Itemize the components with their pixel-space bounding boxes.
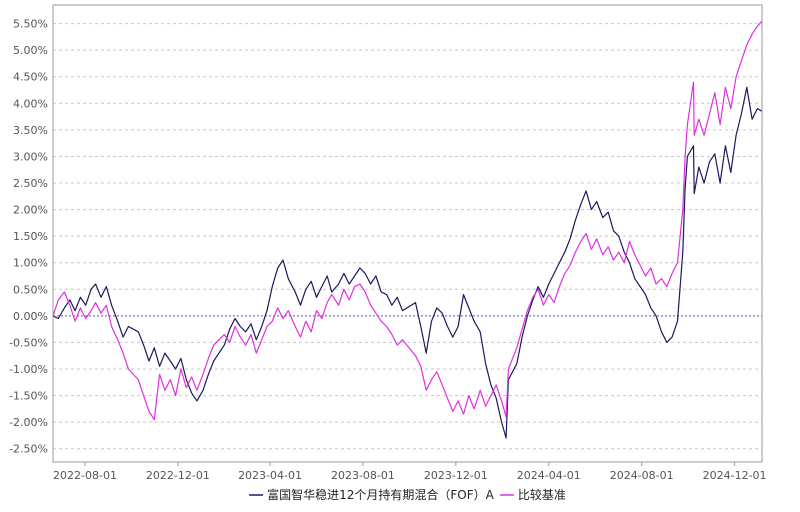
x-tick-label: 2022-12-01 [146, 469, 210, 482]
x-tick-label: 2024-04-01 [517, 469, 581, 482]
y-axis-ticks: 5.50% 5.00% 4.50% 4.00% 3.50% 3.00% 2.50% 2.00%… [9, 18, 48, 456]
y-tick-label: -0.50% [9, 336, 48, 349]
legend-label: 富国智华稳进12个月持有期混合（FOF）A [267, 487, 495, 502]
plot-frame [52, 4, 763, 463]
y-tick-label: 2.00% [13, 204, 48, 217]
y-tick-label: 2.50% [13, 177, 48, 190]
y-tick-label: -2.50% [9, 443, 48, 456]
y-tick-label: 1.50% [13, 230, 48, 243]
y-tick-label: 5.00% [13, 44, 48, 57]
legend-item-fund: 富国智华稳进12个月持有期混合（FOF）A [249, 487, 495, 502]
x-tick-label: 2022-08-01 [53, 469, 117, 482]
y-tick-label: 3.50% [13, 124, 48, 137]
x-tick-label: 2023-12-01 [424, 469, 488, 482]
benchmark-series-line [52, 20, 763, 421]
x-tick-label: 2023-04-01 [238, 469, 302, 482]
gridlines [53, 23, 762, 450]
series-lines [52, 20, 763, 439]
y-tick-label: -1.00% [9, 363, 48, 376]
y-tick-label: 5.50% [13, 18, 48, 31]
legend: 富国智华稳进12个月持有期混合（FOF）A 比较基准 [249, 487, 566, 502]
x-tick-label: 2023-08-01 [331, 469, 395, 482]
legend-item-benchmark: 比较基准 [499, 487, 566, 502]
x-axis-ticks: 2022-08-01 2022-12-01 2023-04-01 2023-08-01… [53, 462, 767, 482]
y-tick-label: 0.50% [13, 283, 48, 296]
x-tick-label: 2024-12-01 [703, 469, 767, 482]
y-tick-label: -1.50% [9, 390, 48, 403]
y-tick-label: 0.00% [13, 310, 48, 323]
legend-label: 比较基准 [518, 487, 566, 502]
y-tick-label: 4.50% [13, 71, 48, 84]
y-tick-label: -2.00% [9, 416, 48, 429]
y-tick-label: 4.00% [13, 97, 48, 110]
x-tick-label: 2024-08-01 [610, 469, 674, 482]
y-tick-label: 1.00% [13, 257, 48, 270]
fund-series-line [52, 86, 763, 439]
y-tick-label: 3.00% [13, 150, 48, 163]
